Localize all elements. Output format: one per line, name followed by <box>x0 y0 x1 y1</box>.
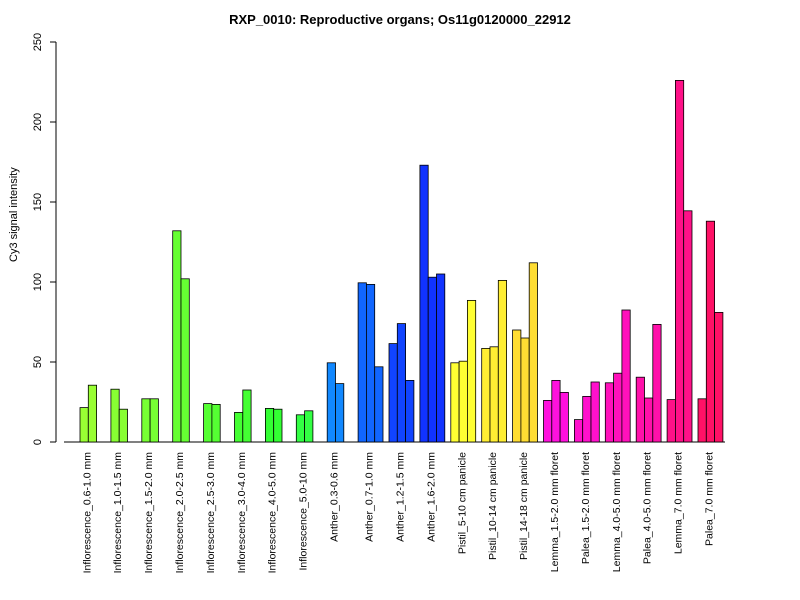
bar <box>489 346 499 443</box>
x-tick-label: Lemma_7.0 mm floret <box>673 452 685 554</box>
bar <box>520 337 530 443</box>
bar <box>405 379 415 443</box>
bar <box>635 376 645 443</box>
bar <box>427 276 437 443</box>
bar <box>590 381 600 443</box>
bar <box>697 398 707 443</box>
bar <box>141 398 151 443</box>
bar <box>450 362 460 443</box>
x-tick-label: Anther_0.3-0.6 mm <box>329 452 341 542</box>
bar <box>675 80 685 443</box>
x-tick-label: Lemma_1.5-2.0 mm floret <box>549 452 561 572</box>
bar <box>172 230 182 443</box>
bar <box>481 347 491 443</box>
x-tick-label: Palea_1.5-2.0 mm floret <box>580 452 592 564</box>
bar <box>559 391 569 443</box>
bar <box>613 372 623 443</box>
bar <box>543 399 553 443</box>
bar <box>652 323 662 443</box>
chart-title: RXP_0010: Reproductive organs; Os11g0120… <box>229 12 571 27</box>
x-tick-label: Inflorescence_2.0-2.5 mm <box>174 452 186 574</box>
x-tick-label: Inflorescence_1.0-1.5 mm <box>112 452 124 574</box>
x-tick-label: Pistil_5-10 cm panicle <box>456 452 468 554</box>
y-tick-label: 250 <box>32 33 44 51</box>
bar <box>242 389 252 443</box>
x-tick-label: Palea_4.0-5.0 mm floret <box>642 452 654 564</box>
x-tick-label: Inflorescence_2.5-3.0 mm <box>205 452 217 574</box>
bar <box>264 407 275 443</box>
bar <box>666 399 676 443</box>
x-tick-label: Anther_0.7-1.0 mm <box>364 452 376 542</box>
bar <box>149 398 159 443</box>
bar <box>118 408 128 443</box>
y-tick-label: 150 <box>32 193 44 211</box>
x-tick-label: Inflorescence_4.0-5.0 mm <box>267 452 279 574</box>
bar <box>436 273 446 443</box>
x-tick-label: Inflorescence_0.6-1.0 mm <box>81 452 93 574</box>
x-tick-label: Inflorescence_5.0-10 mm <box>298 452 310 571</box>
bar <box>396 323 406 443</box>
x-tick-label: Palea_7.0 mm floret <box>703 452 715 546</box>
bar <box>374 366 384 443</box>
bar <box>110 388 120 443</box>
bar <box>388 343 398 443</box>
x-tick-label: Pistil_14-18 cm panicle <box>518 452 530 560</box>
bar <box>497 279 507 443</box>
bar <box>295 414 305 443</box>
x-tick-label: Anther_1.6-2.0 mm <box>425 452 437 542</box>
bar <box>180 278 190 443</box>
bar <box>419 164 429 443</box>
bar <box>574 419 584 443</box>
bar <box>304 410 314 443</box>
y-tick-label: 50 <box>32 356 44 368</box>
bar <box>335 383 345 443</box>
bar <box>326 362 336 443</box>
bar <box>604 382 614 443</box>
x-tick-label: Anther_1.2-1.5 mm <box>394 452 406 542</box>
bar <box>714 311 724 443</box>
bar <box>466 299 477 443</box>
x-tick-label: Pistil_10-14 cm panicle <box>487 452 499 560</box>
x-tick-label: Inflorescence_1.5-2.0 mm <box>143 452 155 574</box>
bar <box>87 384 98 443</box>
bar <box>644 397 654 443</box>
y-tick-label: 0 <box>32 439 44 445</box>
bar <box>621 309 631 443</box>
bar <box>551 379 561 443</box>
y-tick-label: 200 <box>32 113 44 131</box>
bar <box>273 408 283 443</box>
bar <box>528 262 538 443</box>
bar <box>211 403 221 443</box>
bar <box>512 329 522 443</box>
bar <box>705 220 715 443</box>
bar <box>203 403 213 443</box>
x-tick-label: Lemma_4.0-5.0 mm floret <box>611 452 623 572</box>
bar <box>357 282 367 443</box>
bar <box>683 210 693 443</box>
y-tick-label: 100 <box>32 273 44 291</box>
bar <box>458 360 468 443</box>
bar <box>365 283 376 443</box>
bar <box>234 411 244 443</box>
bar <box>582 395 592 443</box>
bar <box>79 407 89 443</box>
x-tick-label: Inflorescence_3.0-4.0 mm <box>236 452 248 574</box>
